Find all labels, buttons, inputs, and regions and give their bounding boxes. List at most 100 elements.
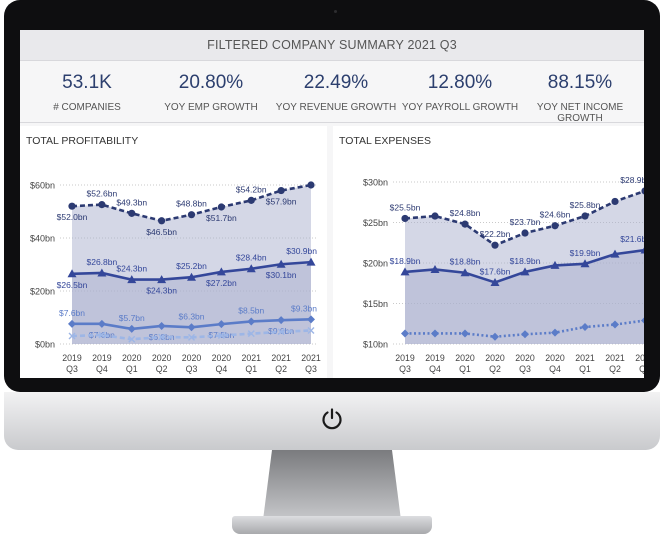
- power-icon[interactable]: [320, 407, 344, 431]
- monitor-stand: [263, 450, 401, 520]
- x-tick-label: Q4: [96, 364, 108, 374]
- x-tick-label: Q4: [216, 364, 228, 374]
- data-label: $24.3bn: [146, 286, 177, 296]
- data-point: [307, 315, 315, 324]
- data-point: [188, 333, 195, 341]
- kpi-net-income-growth: 88.15% YOY NET INCOME GROWTH: [518, 70, 642, 124]
- x-tick-label: 2021: [575, 353, 595, 363]
- data-point: [276, 259, 286, 268]
- data-point: [127, 275, 137, 284]
- data-point: [551, 222, 559, 230]
- kpi-payroll-growth: 12.80% YOY PAYROLL GROWTH: [398, 70, 522, 113]
- series-payroll: [401, 317, 644, 341]
- data-point: [581, 322, 589, 331]
- data-label: $19.9bn: [570, 248, 601, 258]
- data-label: $26.5bn: [57, 280, 88, 290]
- data-label: $52.6bn: [87, 189, 118, 199]
- data-point: [247, 317, 256, 326]
- kpi-label: YOY PAYROLL GROWTH: [401, 102, 519, 113]
- kpi-companies: 53.1K # COMPANIES: [25, 70, 149, 113]
- data-point: [67, 269, 77, 278]
- data-point-stroke: [188, 333, 195, 341]
- data-label: $30.1bn: [266, 270, 297, 280]
- series-operating-expense: $18.9bn $18.8bn$17.6bn$18.9bn$19.9bn$21.6…: [390, 234, 644, 286]
- kpi-value: 22.49%: [303, 72, 369, 93]
- x-tick-label: 2020: [485, 353, 505, 363]
- data-label: $18.9bn: [510, 256, 541, 266]
- data-point: [491, 241, 499, 249]
- kpi-value: 20.80%: [178, 72, 244, 93]
- data-point: [307, 181, 315, 189]
- kpi-label: # COMPANIES: [53, 102, 121, 113]
- x-tick-label: 2021: [271, 353, 291, 363]
- data-label: $21.6bn: [620, 234, 644, 244]
- data-point-stroke: [217, 332, 225, 340]
- data-point: [611, 320, 619, 329]
- data-point: [97, 319, 106, 328]
- series-gp: $26.5bn$26.8bn$24.3bn$24.3bn$25.2bn$27.2…: [57, 246, 318, 295]
- y-tick-label: $10bn: [363, 340, 388, 350]
- data-point: [127, 324, 136, 333]
- x-tick-label: 2021: [605, 353, 625, 363]
- kpi-value: 53.1K: [62, 72, 112, 93]
- x-tick-label: 2020: [545, 353, 565, 363]
- x-tick-label: Q3: [186, 364, 198, 374]
- data-point: [551, 328, 559, 337]
- profitability-chart: TOTAL PROFITABILITY$0bn$20bn$40bn$60bn$5…: [26, 135, 321, 374]
- x-tick-label: Q3: [639, 364, 644, 374]
- data-point: [98, 331, 106, 339]
- x-tick-label: 2019: [62, 353, 82, 363]
- data-point: [641, 187, 644, 195]
- x-tick-label: 2020: [152, 353, 172, 363]
- data-label: $24.6bn: [540, 210, 571, 220]
- data-point: [98, 201, 106, 209]
- x-tick-label: 2020: [182, 353, 202, 363]
- data-label: $18.9bn: [390, 256, 421, 266]
- data-point: [581, 212, 589, 220]
- data-point: [521, 330, 529, 339]
- data-point: [610, 249, 620, 258]
- x-tick-label: Q2: [609, 364, 621, 374]
- data-label: $30.9bn: [286, 246, 317, 256]
- data-point: [68, 319, 76, 328]
- data-point-stroke: [277, 328, 285, 336]
- x-tick-label: Q2: [275, 364, 287, 374]
- kpi-value: 88.15%: [547, 72, 613, 93]
- data-point: [640, 247, 644, 254]
- y-tick-label: $20bn: [30, 287, 55, 297]
- data-label: $6.3bn: [179, 311, 205, 321]
- kpi-label: YOY REVENUE GROWTH: [275, 102, 397, 113]
- data-point: [247, 196, 255, 204]
- page-title: FILTERED COMPANY SUMMARY 2021 Q3: [20, 30, 644, 61]
- data-label: $8.5bn: [238, 305, 264, 315]
- data-label: $9.3bn: [291, 303, 317, 313]
- kpi-label: YOY NET INCOME GROWTH: [536, 102, 624, 124]
- x-tick-label: 2020: [455, 353, 475, 363]
- y-tick-label: $60bn: [30, 181, 55, 191]
- data-point-stroke: [98, 331, 106, 339]
- data-point: [401, 214, 409, 223]
- x-tick-label: Q3: [66, 364, 78, 374]
- kpi-value: 12.80%: [427, 72, 493, 93]
- data-point-stroke: [247, 330, 255, 338]
- data-point-stroke: [128, 335, 136, 343]
- chart-title: TOTAL EXPENSES: [339, 135, 431, 147]
- x-tick-label: 2019: [425, 353, 445, 363]
- data-point: [460, 268, 470, 277]
- data-label: $23.7bn: [510, 217, 541, 227]
- data-point: [521, 229, 529, 237]
- data-point: [431, 212, 439, 220]
- data-point: [307, 326, 315, 334]
- data-label: $5.7bn: [119, 313, 145, 323]
- data-label: $52.0bn: [57, 212, 88, 222]
- x-tick-label: 2020: [212, 353, 232, 363]
- data-label: $28.9bn: [620, 175, 644, 185]
- data-label: $25.2bn: [176, 261, 207, 271]
- data-point: [187, 211, 196, 219]
- x-tick-label: Q1: [459, 364, 471, 374]
- data-point: [277, 186, 285, 195]
- dashboard-screen: FILTERED COMPANY SUMMARY 2021 Q3 53.1K #…: [20, 30, 644, 378]
- data-point: [611, 197, 619, 206]
- data-point: [128, 209, 136, 217]
- y-tick-label: $20bn: [363, 259, 388, 269]
